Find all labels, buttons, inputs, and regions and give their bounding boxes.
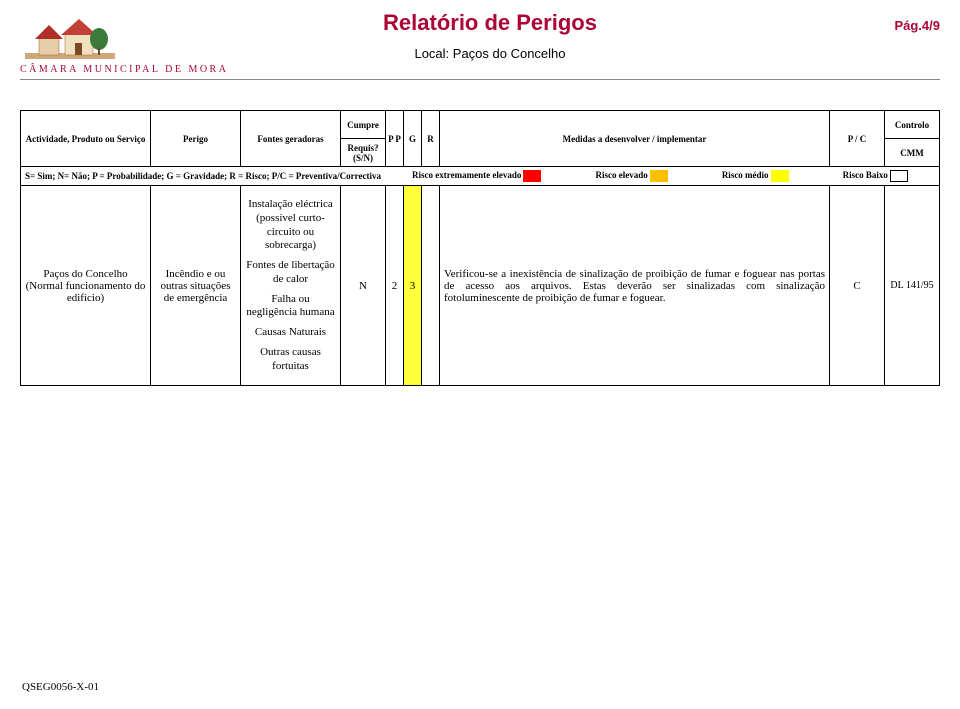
legend-risk2: Risco elevado	[595, 170, 647, 180]
col-pc: P / C	[830, 111, 885, 167]
page-title: Relatório de Perigos	[120, 10, 860, 36]
legend-risk3: Risco médio	[722, 170, 769, 180]
org-name: CÂMARA MUNICIPAL DE MORA	[20, 64, 940, 75]
cell-perigo: Incêndio e ou outras situações de emergê…	[151, 186, 241, 386]
data-table: Paços do Concelho (Normal funcionamento …	[20, 186, 940, 386]
header: Relatório de Perigos Local: Paços do Con…	[20, 10, 940, 70]
page-subtitle: Local: Paços do Concelho	[120, 46, 860, 61]
swatch-white	[890, 170, 908, 182]
legend-risk1: Risco extremamente elevado	[412, 170, 521, 180]
col-pp: P P	[386, 111, 404, 167]
cell-pc: C	[830, 186, 885, 386]
legend-risk4: Risco Baixo	[843, 170, 888, 180]
page-number: Pág.4/9	[860, 10, 940, 33]
cell-cumpre: N	[341, 186, 386, 386]
cell-r	[422, 186, 440, 386]
fonte-2: Fontes de libertação de calor	[245, 259, 336, 287]
col-cumpre-top: Cumpre	[341, 111, 386, 139]
col-medidas: Medidas a desenvolver / implementar	[440, 111, 830, 167]
col-g: G	[404, 111, 422, 167]
cell-g: 3	[404, 186, 422, 386]
fonte-3: Falha ou negligência humana	[245, 293, 336, 321]
col-controlo-top: Controlo	[885, 111, 940, 139]
col-cumpre-bot: Requis?(S/N)	[341, 139, 386, 167]
header-table: Actividade, Produto ou Serviço Perigo Fo…	[20, 110, 940, 186]
col-perigo: Perigo	[151, 111, 241, 167]
col-r: R	[422, 111, 440, 167]
col-controlo-bot: CMM	[885, 139, 940, 167]
fonte-1: Instalação eléctrica (possível curto-cir…	[245, 198, 336, 253]
fonte-5: Outras causas fortuitas	[245, 346, 336, 374]
header-divider	[20, 79, 940, 80]
logo	[20, 10, 120, 70]
cell-controlo: DL 141/95	[885, 186, 940, 386]
col-actividade: Actividade, Produto ou Serviço	[21, 111, 151, 167]
swatch-yellow	[771, 170, 789, 182]
cell-pp: 2	[386, 186, 404, 386]
house-logo-icon	[25, 13, 115, 68]
col-fontes: Fontes geradoras	[241, 111, 341, 167]
fonte-4: Causas Naturais	[245, 326, 336, 340]
cell-fontes: Instalação eléctrica (possível curto-cir…	[241, 186, 341, 386]
legend-text: S= Sim; N= Não; P = Probabilidade; G = G…	[25, 171, 381, 181]
cell-actividade: Paços do Concelho (Normal funcionamento …	[21, 186, 151, 386]
swatch-orange	[650, 170, 668, 182]
legend-cell: S= Sim; N= Não; P = Probabilidade; G = G…	[21, 167, 940, 186]
footer-code: QSEG0056-X-01	[22, 681, 99, 693]
swatch-red	[523, 170, 541, 182]
cell-medidas: Verificou-se a inexistência de sinalizaç…	[440, 186, 830, 386]
